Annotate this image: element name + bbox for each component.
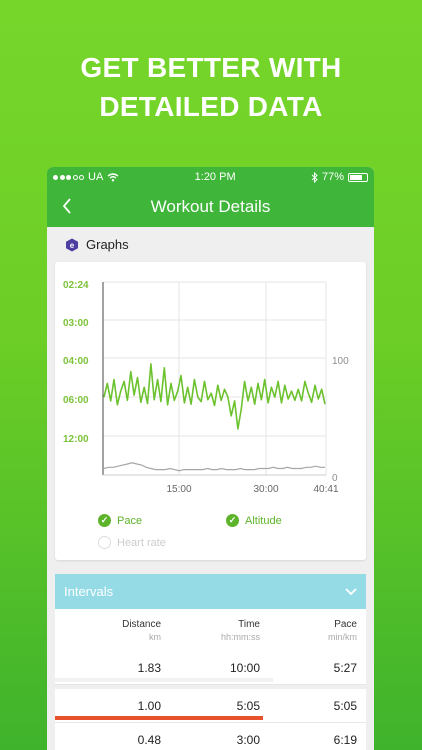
headline-line-2: DETAILED DATA: [99, 91, 323, 122]
carrier-label: UA: [88, 171, 104, 183]
bluetooth-icon: [311, 171, 318, 183]
battery-percent: 77%: [321, 171, 344, 183]
altitude-series-line: [103, 462, 325, 472]
legend-altitude[interactable]: ✓ Altitude: [226, 514, 282, 527]
headline-line-1: GET BETTER WITH: [80, 52, 342, 83]
unchecked-circle-icon: [98, 536, 111, 549]
page-title: Workout Details: [150, 197, 271, 216]
battery-icon: [348, 172, 368, 182]
interval-pace: 6:19: [333, 733, 357, 747]
interval-row[interactable]: 1.00 5:05 5:05: [55, 689, 366, 723]
interval-time: 3:00: [236, 733, 260, 747]
pace-tick-label: 06:00: [63, 395, 89, 406]
workout-chart[interactable]: 02:24 03:00 04:00 06:00 12:00 100 0 15:00 30:00 4…: [55, 262, 366, 506]
interval-row[interactable]: 1.83 10:00 5:27: [55, 651, 366, 685]
legend-pace-label: Pace: [117, 514, 143, 527]
check-icon: ✓: [98, 514, 111, 527]
graph-card: 02:24 03:00 04:00 06:00 12:00 100 0 15:00 30:00 4…: [55, 262, 366, 560]
interval-distance: 0.48: [137, 733, 161, 747]
pace-tick-label: 04:00: [63, 356, 89, 367]
intervals-table: Distance km Time hh:mm:ss Pace min/km 1.…: [55, 609, 366, 750]
interval-distance: 1.00: [137, 699, 161, 713]
col-distance-unit: km: [149, 632, 161, 642]
altitude-tick-label: 100: [332, 356, 349, 367]
signal-dots-icon: [53, 174, 84, 180]
phone-screen: UA 1:20 PM 77% Workout Details e Graphs: [47, 167, 374, 750]
interval-progress-bar: [55, 678, 273, 682]
nav-bar: Workout Details: [47, 187, 374, 227]
altitude-tick-label: 0: [332, 473, 338, 484]
x-tick-label: 40:41: [313, 484, 338, 495]
headline: GET BETTER WITH DETAILED DATA: [0, 48, 422, 126]
legend-pace[interactable]: ✓ Pace: [98, 514, 142, 527]
legend-heart-rate[interactable]: Heart rate: [98, 536, 166, 549]
intervals-title: Intervals: [64, 584, 114, 599]
interval-time: 5:05: [236, 699, 260, 713]
interval-pace: 5:05: [333, 699, 357, 713]
intervals-header[interactable]: Intervals: [55, 574, 366, 609]
col-pace: Pace min/km: [328, 619, 357, 642]
col-time: Time hh:mm:ss: [221, 619, 260, 642]
wifi-icon: [107, 172, 119, 181]
pace-tick-label: 02:24: [63, 280, 89, 291]
pace-series-line: [103, 363, 326, 430]
graphs-section-header: e Graphs: [47, 227, 374, 262]
x-tick-label: 30:00: [253, 484, 278, 495]
svg-text:e: e: [70, 241, 75, 250]
interval-time: 10:00: [229, 661, 260, 675]
graphs-title: Graphs: [86, 237, 129, 252]
chevron-down-icon[interactable]: [345, 587, 357, 596]
pace-tick-label: 03:00: [63, 318, 89, 329]
col-distance-label: Distance: [122, 619, 161, 630]
col-distance: Distance km: [122, 619, 161, 642]
interval-pace: 5:27: [333, 661, 357, 675]
status-bar: UA 1:20 PM 77%: [47, 167, 374, 187]
intervals-column-headers: Distance km Time hh:mm:ss Pace min/km: [55, 609, 366, 651]
col-pace-unit: min/km: [328, 632, 357, 642]
col-time-unit: hh:mm:ss: [220, 632, 260, 642]
row-divider: [55, 685, 366, 689]
interval-row[interactable]: 0.48 3:00 6:19: [55, 723, 366, 750]
chart-legend: ✓ Pace ✓ Altitude Heart rate: [55, 510, 366, 554]
hexagon-e-icon: e: [66, 238, 78, 251]
interval-distance: 1.83: [137, 661, 161, 675]
legend-heart-rate-label: Heart rate: [117, 536, 166, 549]
col-pace-label: Pace: [334, 619, 357, 630]
legend-altitude-label: Altitude: [245, 514, 282, 527]
x-tick-label: 15:00: [166, 484, 191, 495]
interval-progress-bar: [55, 716, 264, 720]
check-icon: ✓: [226, 514, 239, 527]
col-time-label: Time: [238, 619, 260, 630]
pace-tick-label: 12:00: [63, 434, 89, 445]
status-time: 1:20 PM: [194, 171, 236, 183]
chevron-left-icon[interactable]: [57, 195, 77, 217]
